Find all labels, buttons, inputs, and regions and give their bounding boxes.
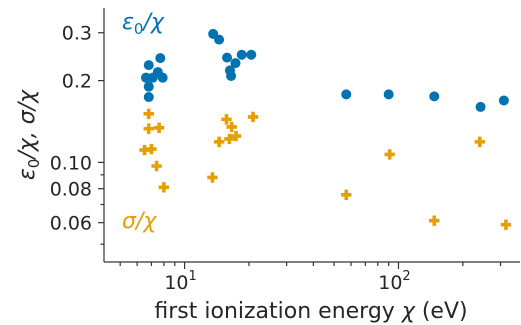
sigma-symbol: σ <box>122 209 137 234</box>
point-sigma <box>230 130 242 142</box>
x-axis-title: first ionization energy χ (eV) <box>154 299 467 324</box>
point-eps <box>236 49 247 60</box>
point-sigma <box>474 136 485 148</box>
y-axis-title-sub: 0 <box>25 159 43 169</box>
point-eps <box>157 72 168 83</box>
x-axis-title-unit: (eV) <box>415 299 468 324</box>
point-eps <box>214 34 225 45</box>
eps-symbol: ε <box>122 10 134 35</box>
y-tick-label: 0.2 <box>62 71 92 93</box>
eps-tail: /χ <box>141 10 164 35</box>
point-sigma <box>151 160 162 172</box>
y-tick-label: 0.10 <box>50 152 92 174</box>
series-label-sigma: σ/χ <box>122 209 157 234</box>
point-eps <box>475 101 486 112</box>
point-sigma <box>153 122 165 134</box>
x-tick-exponent: 2 <box>402 269 410 284</box>
x-axis-title-text: first ionization energy <box>154 299 401 324</box>
y-ticks: 0.06 0.08 0.10 0.2 0.3 <box>50 23 104 245</box>
eps-subscript: 0 <box>134 20 144 38</box>
y-tick-label: 0.3 <box>62 23 92 45</box>
x-ticks: 101 102 <box>119 262 502 294</box>
y-axis-title-eps: ε <box>15 168 40 180</box>
point-eps <box>429 91 440 102</box>
x-tick-exponent: 1 <box>189 269 197 284</box>
x-tick-label: 102 <box>378 269 410 294</box>
point-eps <box>341 89 352 100</box>
x-tick-base: 10 <box>378 272 402 294</box>
point-eps <box>155 53 166 64</box>
point-eps <box>222 52 233 63</box>
point-sigma <box>341 189 352 200</box>
point-eps <box>143 60 154 71</box>
y-axis-title: ε0/χ, σ/χ <box>15 89 43 180</box>
point-sigma <box>143 108 154 119</box>
y-tick-label: 0.06 <box>50 213 92 235</box>
point-sigma <box>213 136 225 148</box>
point-eps <box>498 95 509 106</box>
x-axis-title-symbol: χ <box>401 299 416 324</box>
point-sigma <box>221 114 232 125</box>
sigma-tail: /χ <box>134 209 157 234</box>
point-sigma <box>139 144 150 156</box>
point-sigma <box>429 215 440 226</box>
point-eps <box>143 92 154 103</box>
point-eps <box>383 89 394 100</box>
point-sigma <box>207 172 218 183</box>
point-sigma <box>500 219 512 230</box>
point-sigma <box>226 121 237 133</box>
point-sigma <box>143 123 154 134</box>
y-tick-label: 0.08 <box>50 179 92 201</box>
series-label-eps: ε0/χ <box>122 10 165 38</box>
point-eps <box>226 70 237 81</box>
point-sigma <box>247 111 259 123</box>
point-eps <box>246 49 257 60</box>
point-eps <box>230 58 241 69</box>
point-sigma <box>224 133 235 145</box>
axes <box>103 8 520 263</box>
point-eps <box>143 81 154 92</box>
y-axis-title-rest: /χ, σ/χ <box>15 89 40 161</box>
point-sigma <box>384 149 395 160</box>
point-sigma <box>158 182 170 193</box>
point-sigma <box>146 143 157 155</box>
x-tick-base: 10 <box>164 272 188 294</box>
x-tick-label: 101 <box>164 269 196 294</box>
data-points <box>139 28 512 230</box>
